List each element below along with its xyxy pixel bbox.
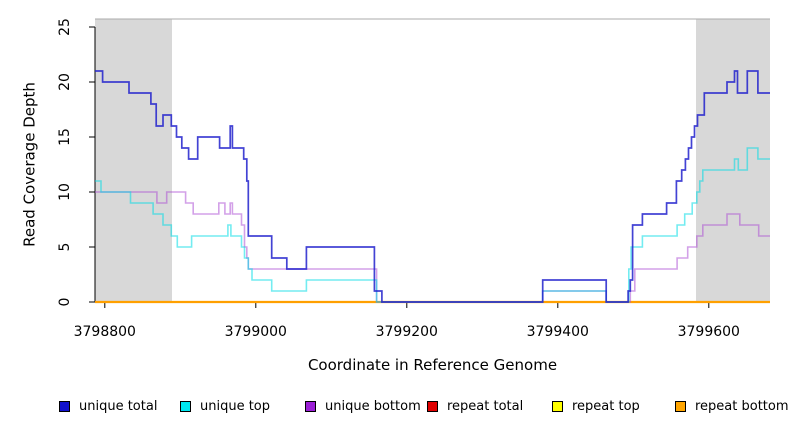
y-tick-label: 25 [57,18,73,36]
series-unique-top [95,147,770,303]
legend-swatch-repeat-top [552,401,563,412]
legend-item-repeat-bottom: repeat bottom [675,399,789,414]
legend-label: repeat bottom [695,399,789,414]
x-tick-label: 3798800 [74,324,136,340]
x-tick-label: 3799600 [678,324,740,340]
shaded-region [95,19,172,302]
legend-item-unique-total: unique total [59,399,157,414]
legend-label: repeat total [447,399,524,414]
series-unique-total [95,70,770,303]
series-unique-bottom [95,191,770,303]
legend-label: repeat top [572,399,640,414]
legend-swatch-repeat-bottom [675,401,686,412]
legend-label: unique total [79,399,158,414]
legend: unique total unique top unique bottom repea… [0,399,792,421]
legend-swatch-unique-top [180,401,191,412]
legend-swatch-repeat-total [427,401,438,412]
x-axis-title: Coordinate in Reference Genome [307,356,558,374]
x-tick-label: 3799000 [225,324,287,340]
legend-label: unique top [200,399,271,414]
y-tick-label: 0 [57,298,73,307]
y-tick-label: 20 [57,73,73,91]
legend-swatch-unique-bottom [305,401,316,412]
x-tick-label: 3799200 [376,324,438,340]
x-tick-label: 3799400 [527,324,589,340]
legend-label: unique bottom [325,399,421,414]
shaded-region [696,19,770,302]
legend-item-repeat-total: repeat total [427,399,523,414]
legend-swatch-unique-total [59,401,70,412]
legend-item-unique-bottom: unique bottom [305,399,421,414]
legend-item-repeat-top: repeat top [552,399,640,414]
y-tick-label: 15 [57,128,73,146]
y-tick-label: 5 [57,243,73,252]
y-axis-title: Read Coverage Depth [20,82,39,247]
legend-item-unique-top: unique top [180,399,270,414]
y-tick-label: 10 [57,183,73,201]
